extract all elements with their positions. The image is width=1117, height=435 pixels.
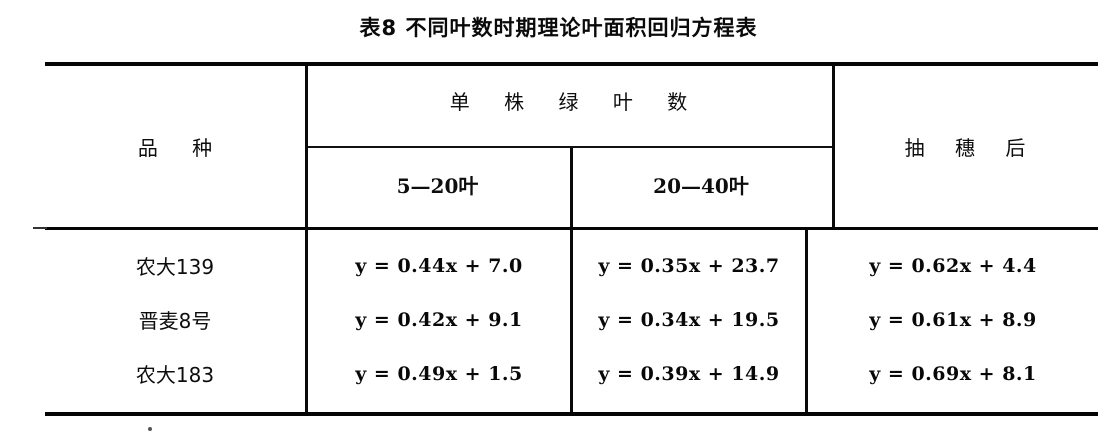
regression-equation-table: 品 种 单 株 绿 叶 数 抽 穗 后 5—20叶 20—40叶 农大139 y… (33, 62, 1098, 416)
cell-equation-20-40: y = 0.39x + 14.9 (598, 362, 780, 385)
scan-tick-left (33, 227, 47, 229)
column-divider-leafrange-header (570, 148, 573, 227)
cell-variety: 农大139 (135, 255, 215, 279)
cell-equation-5-20: y = 0.44x + 7.0 (355, 254, 523, 277)
table-body: 农大139 y = 0.44x + 7.0 y = 0.35x + 23.7 y… (45, 230, 1098, 412)
header-leaf-range-1: 5—20叶 (396, 174, 479, 198)
column-divider-after-body (805, 230, 808, 412)
header-variety: 品 种 (137, 136, 227, 160)
table-bottom-border (45, 412, 1098, 416)
leaf-count-group-underline (305, 146, 832, 148)
cell-variety: 晋麦8号 (138, 309, 212, 333)
cell-equation-after-heading: y = 0.61x + 8.9 (869, 308, 1037, 331)
header-leaf-range-2: 20—40叶 (653, 174, 749, 198)
column-divider-after-header (832, 66, 835, 227)
cell-equation-after-heading: y = 0.69x + 8.1 (869, 362, 1037, 385)
cell-equation-5-20: y = 0.42x + 9.1 (355, 308, 523, 331)
table-row: 农大139 y = 0.44x + 7.0 y = 0.35x + 23.7 y… (45, 238, 1098, 293)
cell-equation-after-heading: y = 0.62x + 4.4 (869, 254, 1037, 277)
column-divider-leafrange-body (570, 230, 573, 412)
cell-equation-20-40: y = 0.34x + 19.5 (598, 308, 780, 331)
table-row: 晋麦8号 y = 0.42x + 9.1 y = 0.34x + 19.5 y … (45, 292, 1098, 347)
header-leaf-count-group: 单 株 绿 叶 数 (449, 90, 702, 114)
cell-variety: 农大183 (135, 363, 215, 387)
header-after-heading: 抽 穗 后 (904, 136, 1038, 160)
cell-equation-5-20: y = 0.49x + 1.5 (355, 362, 523, 385)
table-top-border (45, 62, 1098, 66)
column-divider-variety (305, 66, 308, 412)
cell-equation-20-40: y = 0.35x + 23.7 (598, 254, 780, 277)
table-row: 农大183 y = 0.49x + 1.5 y = 0.39x + 14.9 y… (45, 346, 1098, 401)
header-body-divider (33, 227, 1098, 230)
table-caption: 表8 不同叶数时期理论叶面积回归方程表 (359, 16, 758, 40)
scan-artifact-speck (148, 427, 152, 431)
